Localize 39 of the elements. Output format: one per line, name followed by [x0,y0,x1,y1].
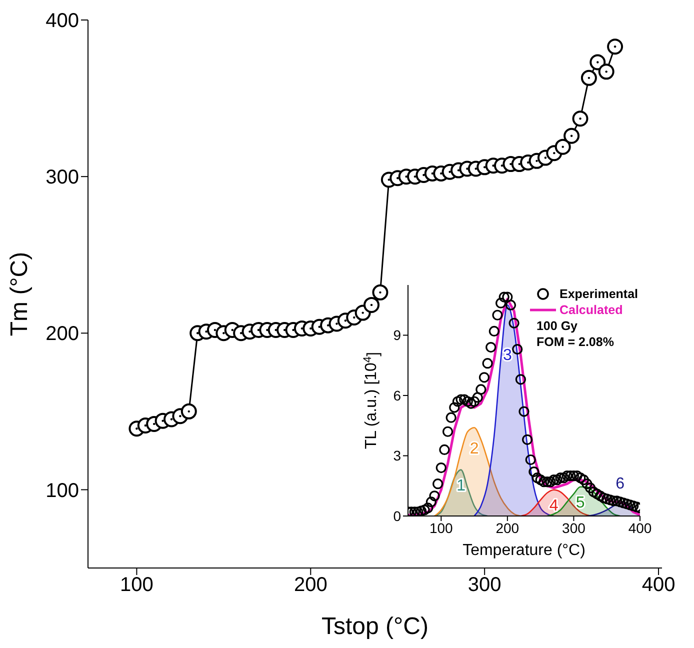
annotation: 100 Gy [536,319,578,333]
x-tick-label: 200 [294,574,328,596]
x-tick-label: 400 [642,574,676,596]
y-tick-label: 300 [46,166,79,189]
x-tick-label: 400 [628,520,652,536]
point [607,38,624,55]
point [554,138,571,155]
y-tick-label: 200 [46,323,79,346]
point [572,110,588,127]
annotation: 4 [549,497,558,514]
annotation: FOM = 2.08% [536,335,614,349]
point [372,284,388,300]
y-axis-title: Tm (°C) [6,252,34,336]
annotation: 6 [616,475,625,492]
y-tick-label: 100 [46,480,79,502]
point [598,64,614,80]
annotation: 1 [456,477,466,494]
x-tick-label: 100 [429,520,454,536]
point [364,296,380,313]
point [180,403,197,420]
legend-label: Calculated [559,302,623,318]
x-axis-title: Tstop (°C) [322,613,428,640]
y-tick-label: 400 [46,10,79,32]
point [590,54,606,70]
annotation: 3 [502,347,512,364]
x-axis-title: Temperature (°C) [462,542,586,559]
annotation: 2 [470,440,479,458]
legend-label: Experimental [559,286,638,302]
y-tick-label: 0 [393,508,402,524]
x-tick-label: 300 [468,574,502,596]
x-tick-label: 100 [120,574,154,596]
y-tick-label: 3 [393,448,402,464]
annotation: 5 [576,494,585,512]
y-tick-label: 6 [393,387,402,404]
point [580,70,597,86]
x-tick-label: 300 [562,520,586,536]
point [564,128,580,144]
x-tick-label: 200 [496,520,520,536]
y-tick-label: 9 [393,327,402,344]
